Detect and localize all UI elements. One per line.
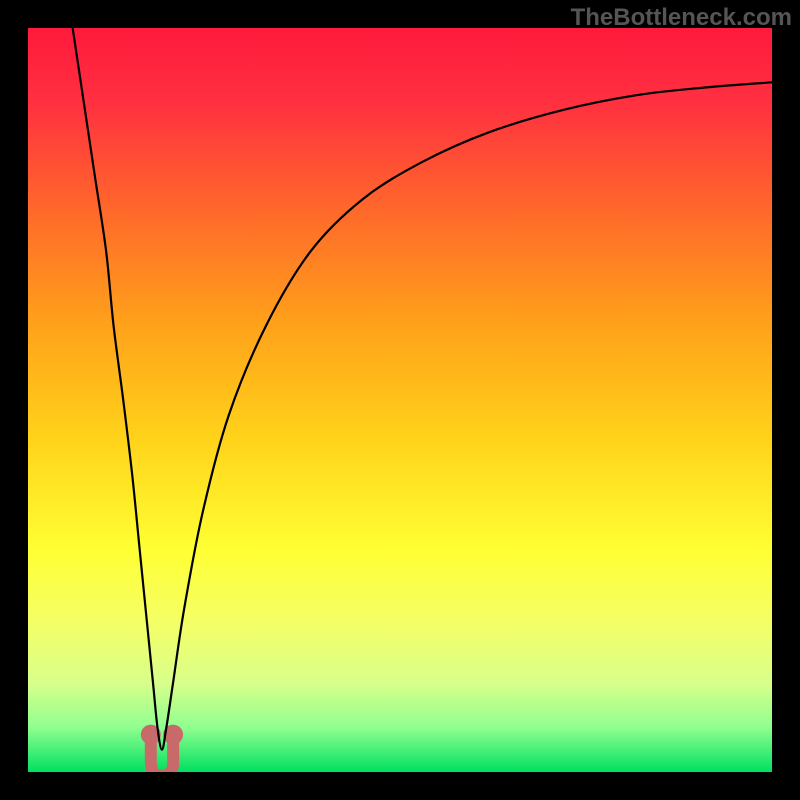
- bottleneck-chart: [0, 0, 800, 800]
- plot-background: [28, 28, 772, 772]
- watermark-text: TheBottleneck.com: [571, 4, 792, 32]
- chart-frame: TheBottleneck.com: [0, 0, 800, 800]
